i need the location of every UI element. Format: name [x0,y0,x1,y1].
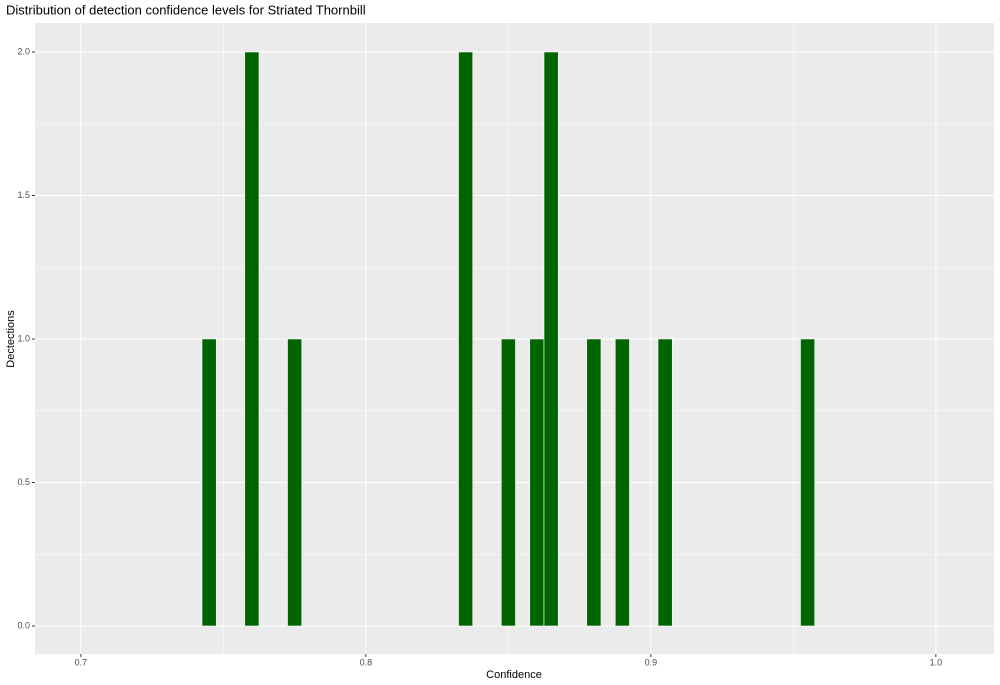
x-tick-label: 0.8 [360,657,373,667]
bar [614,338,630,627]
y-tick-label: 0.0 [17,620,30,630]
x-axis-title: Confidence [486,669,542,681]
y-tick-label: 2.0 [17,46,30,56]
x-tick-label: 0.7 [75,657,88,667]
bar [458,51,474,627]
y-tick-label: 0.5 [17,477,30,487]
bar [529,338,545,627]
y-tick-label: 1.5 [17,190,30,200]
bar [586,338,602,627]
y-tick-label: 1.0 [17,333,30,343]
bar [800,338,816,627]
bar [244,51,260,627]
bar [657,338,673,627]
chart-title: Distribution of detection confidence lev… [6,2,366,17]
bar [500,338,516,627]
x-tick-label: 1.0 [930,657,943,667]
bar [287,338,303,627]
x-tick-label: 0.9 [645,657,658,667]
bar [201,338,217,627]
bar [543,51,559,627]
y-axis-title: Dectections [5,310,17,368]
